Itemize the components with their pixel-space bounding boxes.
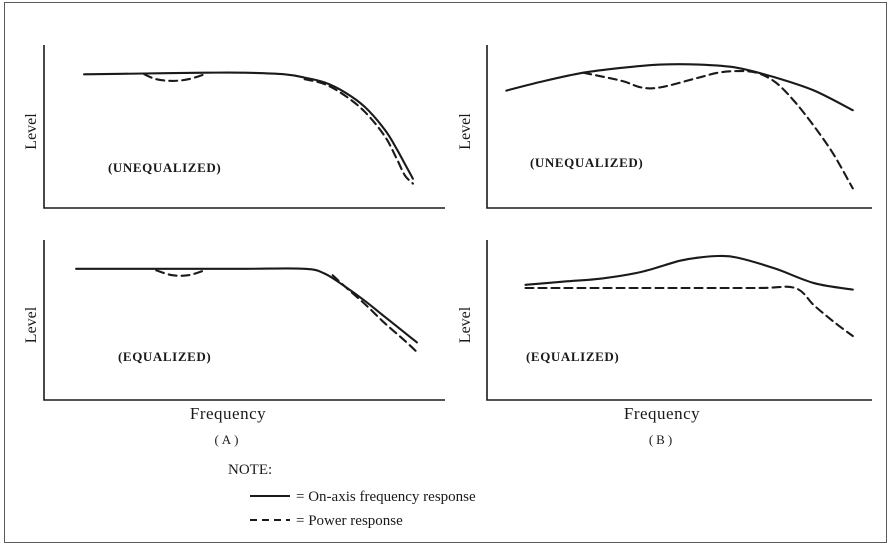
series-dashed-b-top-1 [582, 70, 854, 190]
legend-solid-label: = On-axis frequency response [296, 489, 476, 505]
series-dashed-b-bottom-1 [524, 285, 854, 338]
annotation-b-top: (UNEQUALIZED) [530, 155, 643, 170]
chart-panel-b-top: Level (UNEQUALIZED) [457, 45, 872, 209]
axes-b-bottom [486, 240, 872, 401]
ylabel-b-top: Level [457, 113, 474, 150]
chart-panel-a-bottom: Level (EQUALIZED) [23, 240, 445, 401]
chart-panel-a-top: Level (UNEQUALIZED) [23, 45, 445, 209]
series-solid-b-top-0 [505, 63, 854, 112]
chart-panel-b-bottom: Level (EQUALIZED) [457, 240, 872, 401]
series-dashed-a-top-2 [303, 78, 414, 185]
annotation-a-top: (UNEQUALIZED) [108, 160, 221, 175]
axes-a-bottom [43, 240, 445, 401]
ylabel-a-bottom: Level [23, 306, 40, 343]
series-solid-a-top-0 [83, 71, 414, 180]
annotation-b-bottom: (EQUALIZED) [526, 349, 619, 364]
xlabel-a: Frequency [190, 404, 266, 423]
series-solid-a-bottom-0 [75, 267, 418, 344]
series-dashed-a-bottom-2 [331, 274, 418, 354]
ylabel-b-bottom: Level [457, 306, 474, 343]
series-dashed-a-top-1 [143, 73, 206, 82]
axes-a-top [43, 45, 445, 209]
panel-a-caption: (A) [214, 432, 241, 447]
series-dashed-a-bottom-1 [155, 269, 206, 277]
xlabel-b: Frequency [624, 404, 700, 423]
legend-dashed-label: = Power response [296, 513, 403, 529]
ylabel-a-top: Level [23, 113, 40, 150]
panel-b-caption: (B) [649, 432, 675, 447]
note-title: NOTE: [228, 462, 272, 478]
series-solid-b-bottom-0 [524, 254, 854, 291]
figure-frame [4, 2, 887, 543]
annotation-a-bottom: (EQUALIZED) [118, 349, 211, 364]
axes-b-top [486, 45, 872, 209]
